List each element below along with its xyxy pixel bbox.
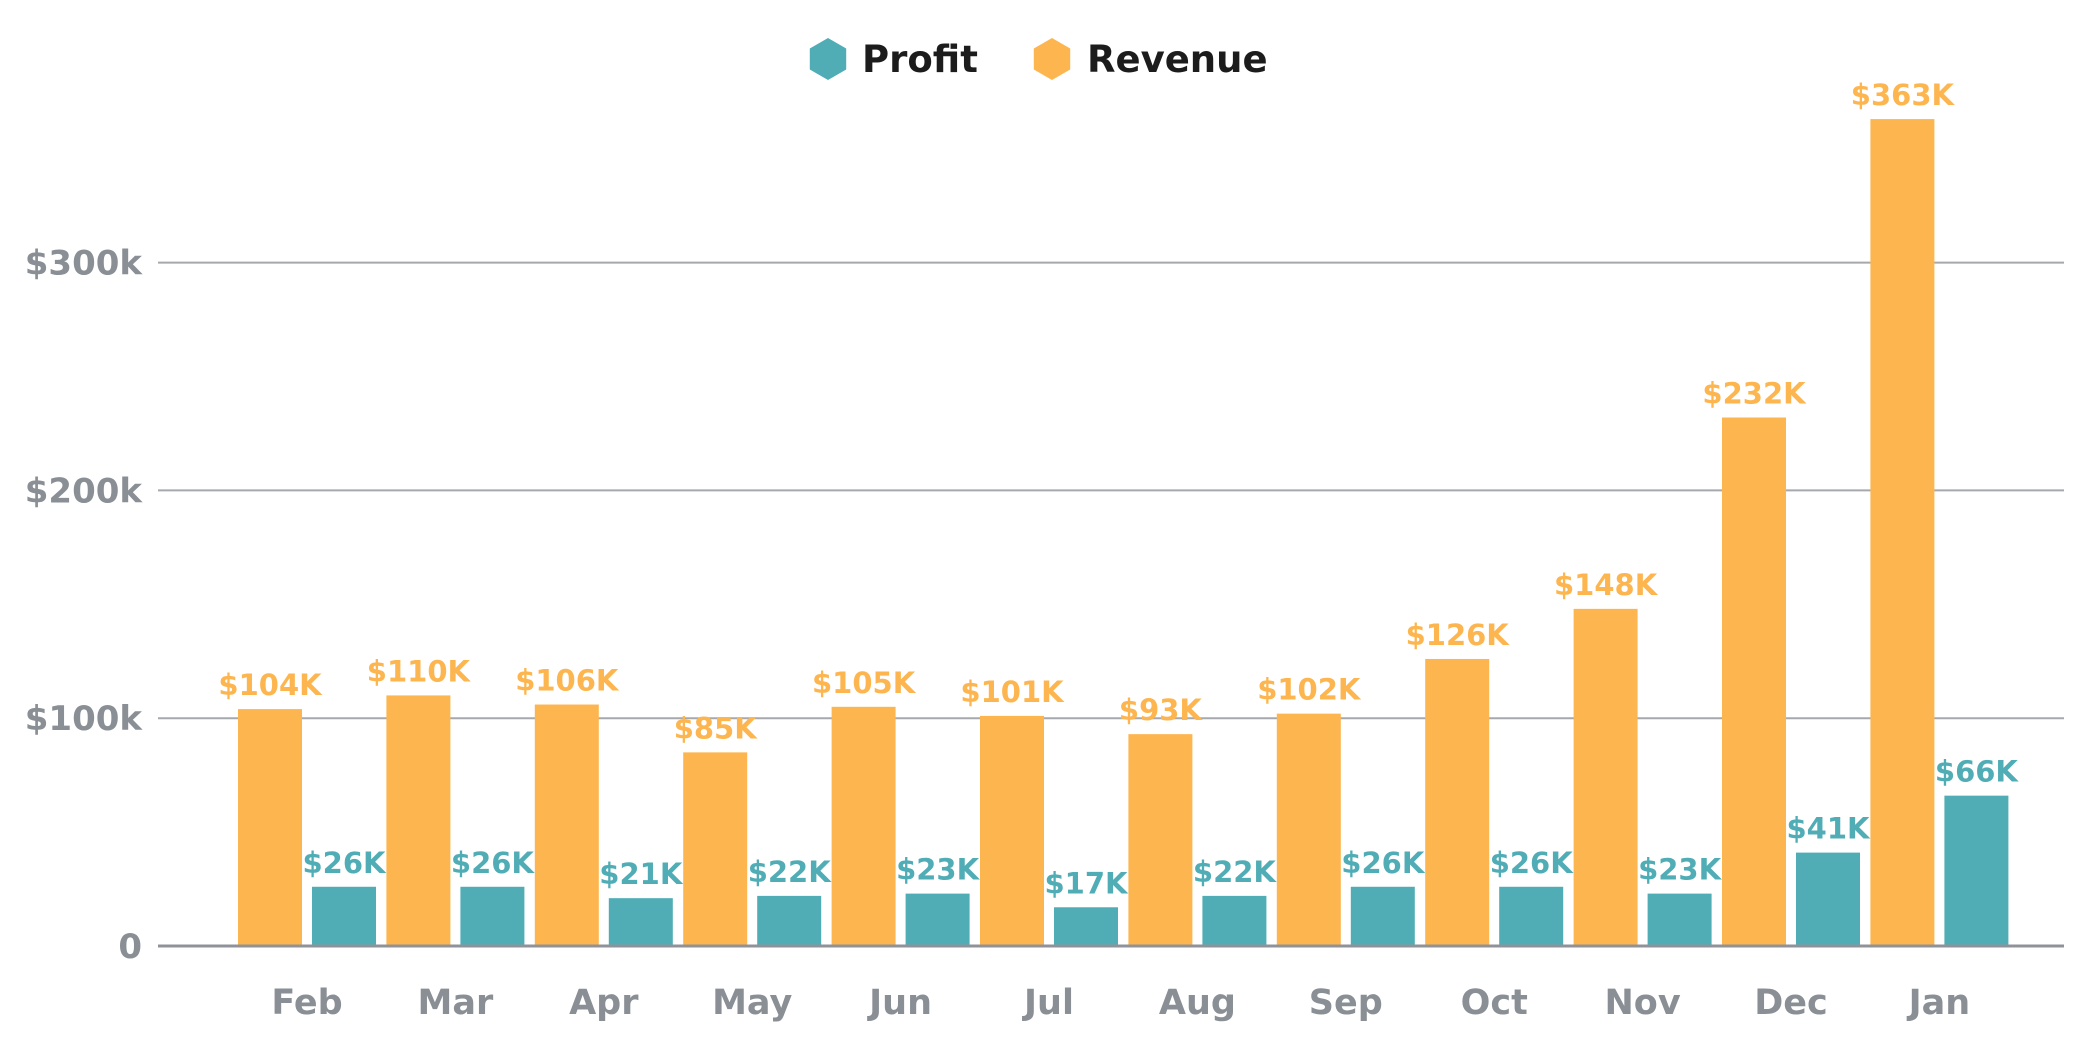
- profit-bar-feb: [312, 886, 376, 946]
- revenue-label-jan: $363K: [1851, 78, 1956, 112]
- legend-revenue-hexagon-icon: [1033, 38, 1071, 80]
- profit-label-oct: $26K: [1490, 846, 1575, 880]
- profit-bar-apr: [608, 898, 673, 946]
- x-tick-label-mar: Mar: [418, 983, 494, 1023]
- profit-label-aug: $22K: [1193, 855, 1278, 889]
- revenue-label-apr: $106K: [515, 664, 620, 698]
- revenue-bar-jan: [1870, 119, 1935, 946]
- revenue-bar-apr: [534, 704, 599, 946]
- revenue-label-mar: $110K: [367, 654, 472, 688]
- x-tick-label-apr: Apr: [569, 983, 639, 1023]
- profit-bar-aug: [1202, 895, 1267, 946]
- profit-label-jan: $66K: [1935, 755, 2020, 789]
- profit-bar-oct: [1499, 886, 1564, 946]
- profit-bar-nov: [1647, 893, 1712, 946]
- revenue-label-feb: $104K: [218, 668, 323, 702]
- profit-bar-jun: [905, 893, 970, 946]
- revenue-bar-sep: [1276, 713, 1341, 946]
- revenue-label-oct: $126K: [1406, 618, 1511, 652]
- revenue-label-sep: $102K: [1257, 673, 1362, 707]
- y-tick-label: 0: [118, 927, 142, 967]
- revenue-label-dec: $232K: [1702, 377, 1807, 411]
- profit-label-dec: $41K: [1786, 812, 1871, 846]
- y-tick-label: $200k: [25, 471, 144, 511]
- revenue-bar-mar: [386, 695, 451, 946]
- x-tick-label-sep: Sep: [1309, 983, 1383, 1023]
- profit-bar-sep: [1350, 886, 1415, 946]
- x-tick-label-jul: Jul: [1022, 983, 1074, 1023]
- revenue-bar-jun: [831, 706, 896, 946]
- revenue-label-nov: $148K: [1554, 568, 1659, 602]
- x-tick-label-aug: Aug: [1159, 983, 1236, 1023]
- revenue-label-jul: $101K: [960, 675, 1065, 709]
- x-tick-label-dec: Dec: [1754, 983, 1828, 1023]
- revenue-bar-may: [683, 752, 748, 946]
- y-tick-label: $300k: [25, 244, 144, 284]
- legend: Profit Revenue: [809, 38, 1268, 81]
- revenue-bar-nov: [1573, 608, 1638, 946]
- x-tick-label-jan: Jan: [1907, 983, 1971, 1023]
- profit-label-jun: $23K: [896, 853, 981, 887]
- revenue-bar-feb: [238, 709, 302, 946]
- profit-bar-may: [757, 895, 822, 946]
- legend-revenue-label: Revenue: [1087, 38, 1268, 81]
- revenue-label-jun: $105K: [812, 666, 917, 700]
- x-tick-label-nov: Nov: [1605, 983, 1681, 1023]
- profit-bar-dec: [1796, 852, 1860, 946]
- profit-label-feb: $26K: [302, 846, 387, 880]
- y-axis-ticks: 0 $100k $200k $300k: [25, 244, 144, 967]
- revenue-label-aug: $93K: [1119, 693, 1204, 727]
- revenue-bar-jul: [980, 715, 1044, 946]
- data-labels: $104K $26K $110K $26K $106K $21K $85K $22K $105K…: [218, 78, 2019, 900]
- revenue-bar-aug: [1128, 734, 1193, 946]
- profit-bar-jul: [1054, 907, 1118, 946]
- bars: [238, 119, 2009, 946]
- profit-label-sep: $26K: [1341, 846, 1426, 880]
- x-axis-ticks: Feb Mar Apr May Jun Jul Aug Sep Oct Nov Dec Jan: [271, 983, 1970, 1023]
- profit-bar-mar: [460, 886, 525, 946]
- profit-label-jul: $17K: [1044, 866, 1129, 900]
- x-tick-label-feb: Feb: [271, 983, 342, 1023]
- x-tick-label-may: May: [712, 983, 792, 1023]
- revenue-bar-dec: [1722, 417, 1786, 946]
- profit-label-may: $22K: [748, 855, 833, 889]
- profit-label-mar: $26K: [451, 846, 536, 880]
- x-tick-label-oct: Oct: [1461, 983, 1528, 1023]
- revenue-label-may: $85K: [674, 711, 759, 745]
- legend-profit-label: Profit: [862, 38, 978, 81]
- profit-label-nov: $23K: [1638, 853, 1723, 887]
- x-tick-label-jun: Jun: [867, 983, 932, 1023]
- y-tick-label: $100k: [25, 699, 144, 739]
- profit-label-apr: $21K: [599, 857, 684, 891]
- revenue-bar-oct: [1425, 658, 1490, 946]
- legend-profit-hexagon-icon: [809, 38, 847, 80]
- profit-bar-jan: [1944, 795, 2009, 946]
